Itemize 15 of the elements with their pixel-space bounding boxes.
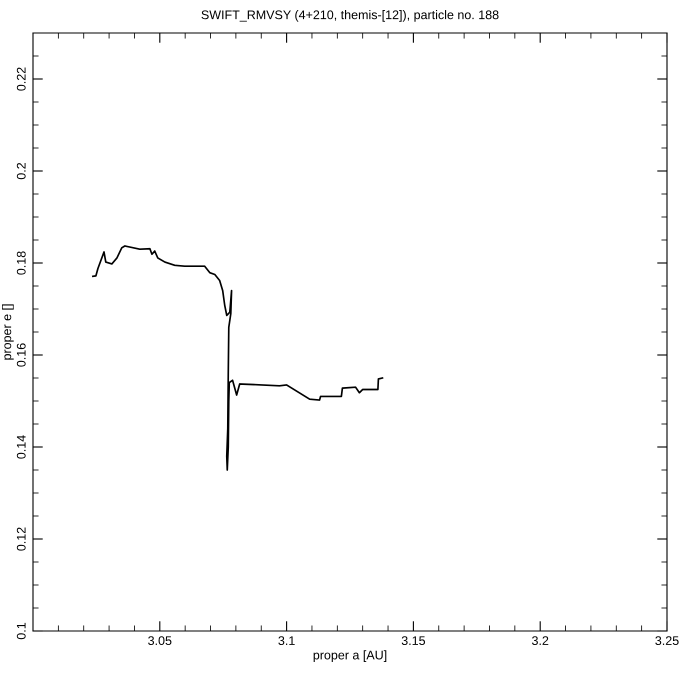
y-tick-label: 0.14 (16, 435, 26, 459)
x-tick-label: 3.15 (402, 636, 426, 646)
x-tick-label: 3.05 (148, 636, 172, 646)
chart-title: SWIFT_RMVSY (4+210, themis-[12]), particle no. 188 (201, 10, 499, 22)
x-tick-label: 3.1 (278, 636, 295, 646)
y-tick-label: 0.2 (16, 162, 26, 180)
y-tick-label: 0.22 (16, 67, 26, 91)
x-tick-label: 3.2 (532, 636, 548, 646)
y-axis-title: proper e [] (2, 304, 14, 360)
y-tick-label: 0.18 (16, 251, 26, 275)
y-tick-label: 0.16 (16, 343, 26, 367)
x-tick-label: 3.25 (655, 636, 679, 646)
y-tick-label: 0.12 (16, 527, 26, 551)
x-axis-title: proper a [AU] (314, 650, 386, 662)
y-tick-label: 0.1 (16, 622, 26, 640)
